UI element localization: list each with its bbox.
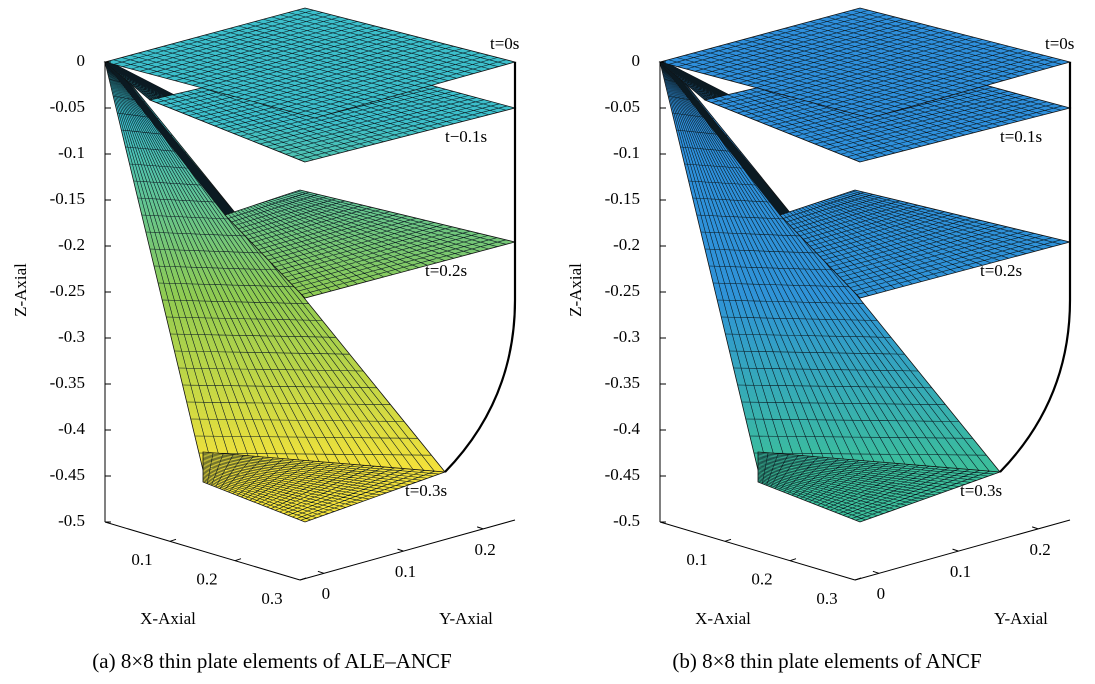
time-annotation: t=0.3s: [405, 481, 447, 500]
x-tick-label: 0.2: [751, 570, 772, 589]
y-tick: [952, 548, 959, 552]
x-axis: [659, 521, 856, 581]
x-tick: [789, 558, 797, 562]
surface-mesh: [227, 190, 507, 296]
surface-mesh: [660, 61, 857, 295]
y-axis: [299, 519, 516, 581]
x-tick: [724, 538, 732, 542]
z-tick-label: -0.4: [613, 419, 640, 438]
time-annotation: t=0.2s: [980, 261, 1022, 280]
y-tick-label: 0.1: [950, 562, 971, 581]
z-tick-label: -0.45: [605, 465, 640, 484]
z-axis-label: Z-Axial: [11, 263, 30, 317]
surface-mesh: [105, 61, 302, 295]
caption: (a) 8×8 thin plate elements of ALE–ANCF: [92, 649, 451, 673]
z-tick-label: -0.15: [50, 189, 85, 208]
surface-mesh: [660, 62, 991, 473]
surface-mesh: [757, 452, 995, 521]
caption: (b) 8×8 thin plate elements of ANCF: [672, 649, 981, 673]
surface-mesh: [105, 62, 436, 473]
time-annotation: t=0.2s: [425, 261, 467, 280]
surface-mesh: [668, 9, 1062, 116]
y-tick: [397, 548, 404, 552]
x-tick-label: 0.3: [261, 589, 282, 608]
time-annotation: t=0.1s: [1000, 127, 1042, 146]
y-tick: [317, 570, 325, 574]
z-tick-label: -0.15: [605, 189, 640, 208]
x-axis-label: X-Axial: [695, 609, 751, 628]
x-tick-label: 0.1: [131, 550, 152, 569]
panel: 0 -0.05 -0.1 -0.15 -0.2 -0.25 -0.3 -0.35 -0.4 -0.…: [566, 7, 1074, 673]
y-tick: [872, 570, 880, 574]
time-annotation: t−0.1s: [445, 127, 487, 146]
panel: 0 -0.05 -0.1 -0.15 -0.2 -0.25 -0.3 -0.35 -0.4 -0.…: [11, 7, 519, 673]
y-tick: [476, 526, 484, 530]
z-tick-label: -0.2: [58, 235, 85, 254]
z-tick-label: 0: [77, 51, 86, 70]
z-tick-label: -0.25: [605, 281, 640, 300]
tip-trajectory: [999, 62, 1072, 473]
y-tick-label: 0.2: [1030, 540, 1051, 559]
x-axis-label: X-Axial: [140, 609, 196, 628]
surface-mesh: [113, 9, 507, 116]
z-tick-label: -0.25: [50, 281, 85, 300]
z-tick-label: -0.2: [613, 235, 640, 254]
z-tick-label: -0.05: [50, 97, 85, 116]
z-tick-label: -0.5: [613, 511, 640, 530]
z-tick-label: -0.35: [50, 373, 85, 392]
y-axis-label: Y-Axial: [994, 609, 1048, 628]
z-tick-label: -0.3: [58, 327, 85, 346]
y-tick-label: 0: [322, 584, 331, 603]
y-axis: [854, 519, 1071, 581]
time-annotation: t=0.3s: [960, 481, 1002, 500]
z-tick-label: -0.4: [58, 419, 85, 438]
x-tick-label: 0.1: [686, 550, 707, 569]
tip-trajectory: [444, 62, 517, 473]
z-tick-label: -0.3: [613, 327, 640, 346]
y-axis-label: Y-Axial: [439, 609, 493, 628]
time-annotation: t=0s: [490, 34, 519, 53]
z-tick-label: -0.1: [58, 143, 85, 162]
z-tick-label: -0.35: [605, 373, 640, 392]
z-tick-label: 0: [632, 51, 641, 70]
z-axis-label: Z-Axial: [566, 263, 585, 317]
x-tick-label: 0.2: [196, 570, 217, 589]
y-tick: [1031, 526, 1039, 530]
z-tick-label: -0.5: [58, 511, 85, 530]
z-tick-label: -0.45: [50, 465, 85, 484]
x-tick-label: 0.3: [816, 589, 837, 608]
z-tick-label: -0.05: [605, 97, 640, 116]
y-tick-label: 0.1: [395, 562, 416, 581]
surface-mesh: [202, 452, 440, 521]
x-axis: [104, 521, 301, 581]
x-tick: [169, 538, 177, 542]
z-tick-label: -0.1: [613, 143, 640, 162]
x-tick: [234, 558, 242, 562]
surface-mesh: [782, 190, 1062, 296]
time-annotation: t=0s: [1045, 34, 1074, 53]
y-tick-label: 0.2: [475, 540, 496, 559]
y-tick-label: 0: [877, 584, 886, 603]
